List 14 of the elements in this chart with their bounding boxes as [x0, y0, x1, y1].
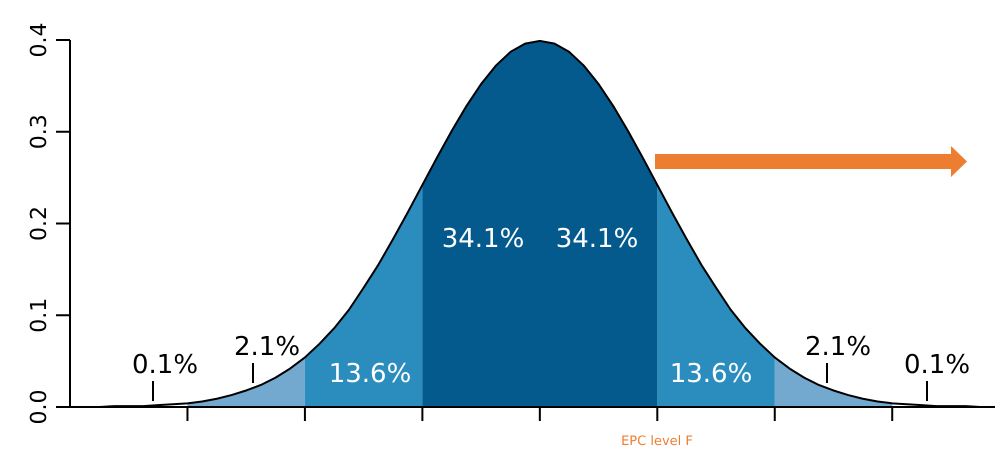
y-tick-label: 0.3	[27, 114, 52, 150]
y-tick-label: 0.2	[27, 206, 52, 241]
annotation: 34.1%	[556, 224, 638, 254]
y-tick-label: 0.4	[27, 22, 52, 58]
annotation: 13.6%	[328, 359, 412, 389]
text: EPC level F	[621, 434, 693, 449]
annotation: 34.1%	[442, 224, 524, 254]
annotation: 2.1%	[234, 332, 300, 362]
y-tick-label: 0.1	[27, 298, 52, 333]
annotation: 0.1%	[904, 350, 970, 380]
y-tick-label: 0.0	[27, 390, 52, 424]
annotation: 2.1%	[804, 332, 872, 362]
annotation: 13.6%	[670, 359, 752, 389]
annotation: 0.1%	[132, 350, 198, 380]
